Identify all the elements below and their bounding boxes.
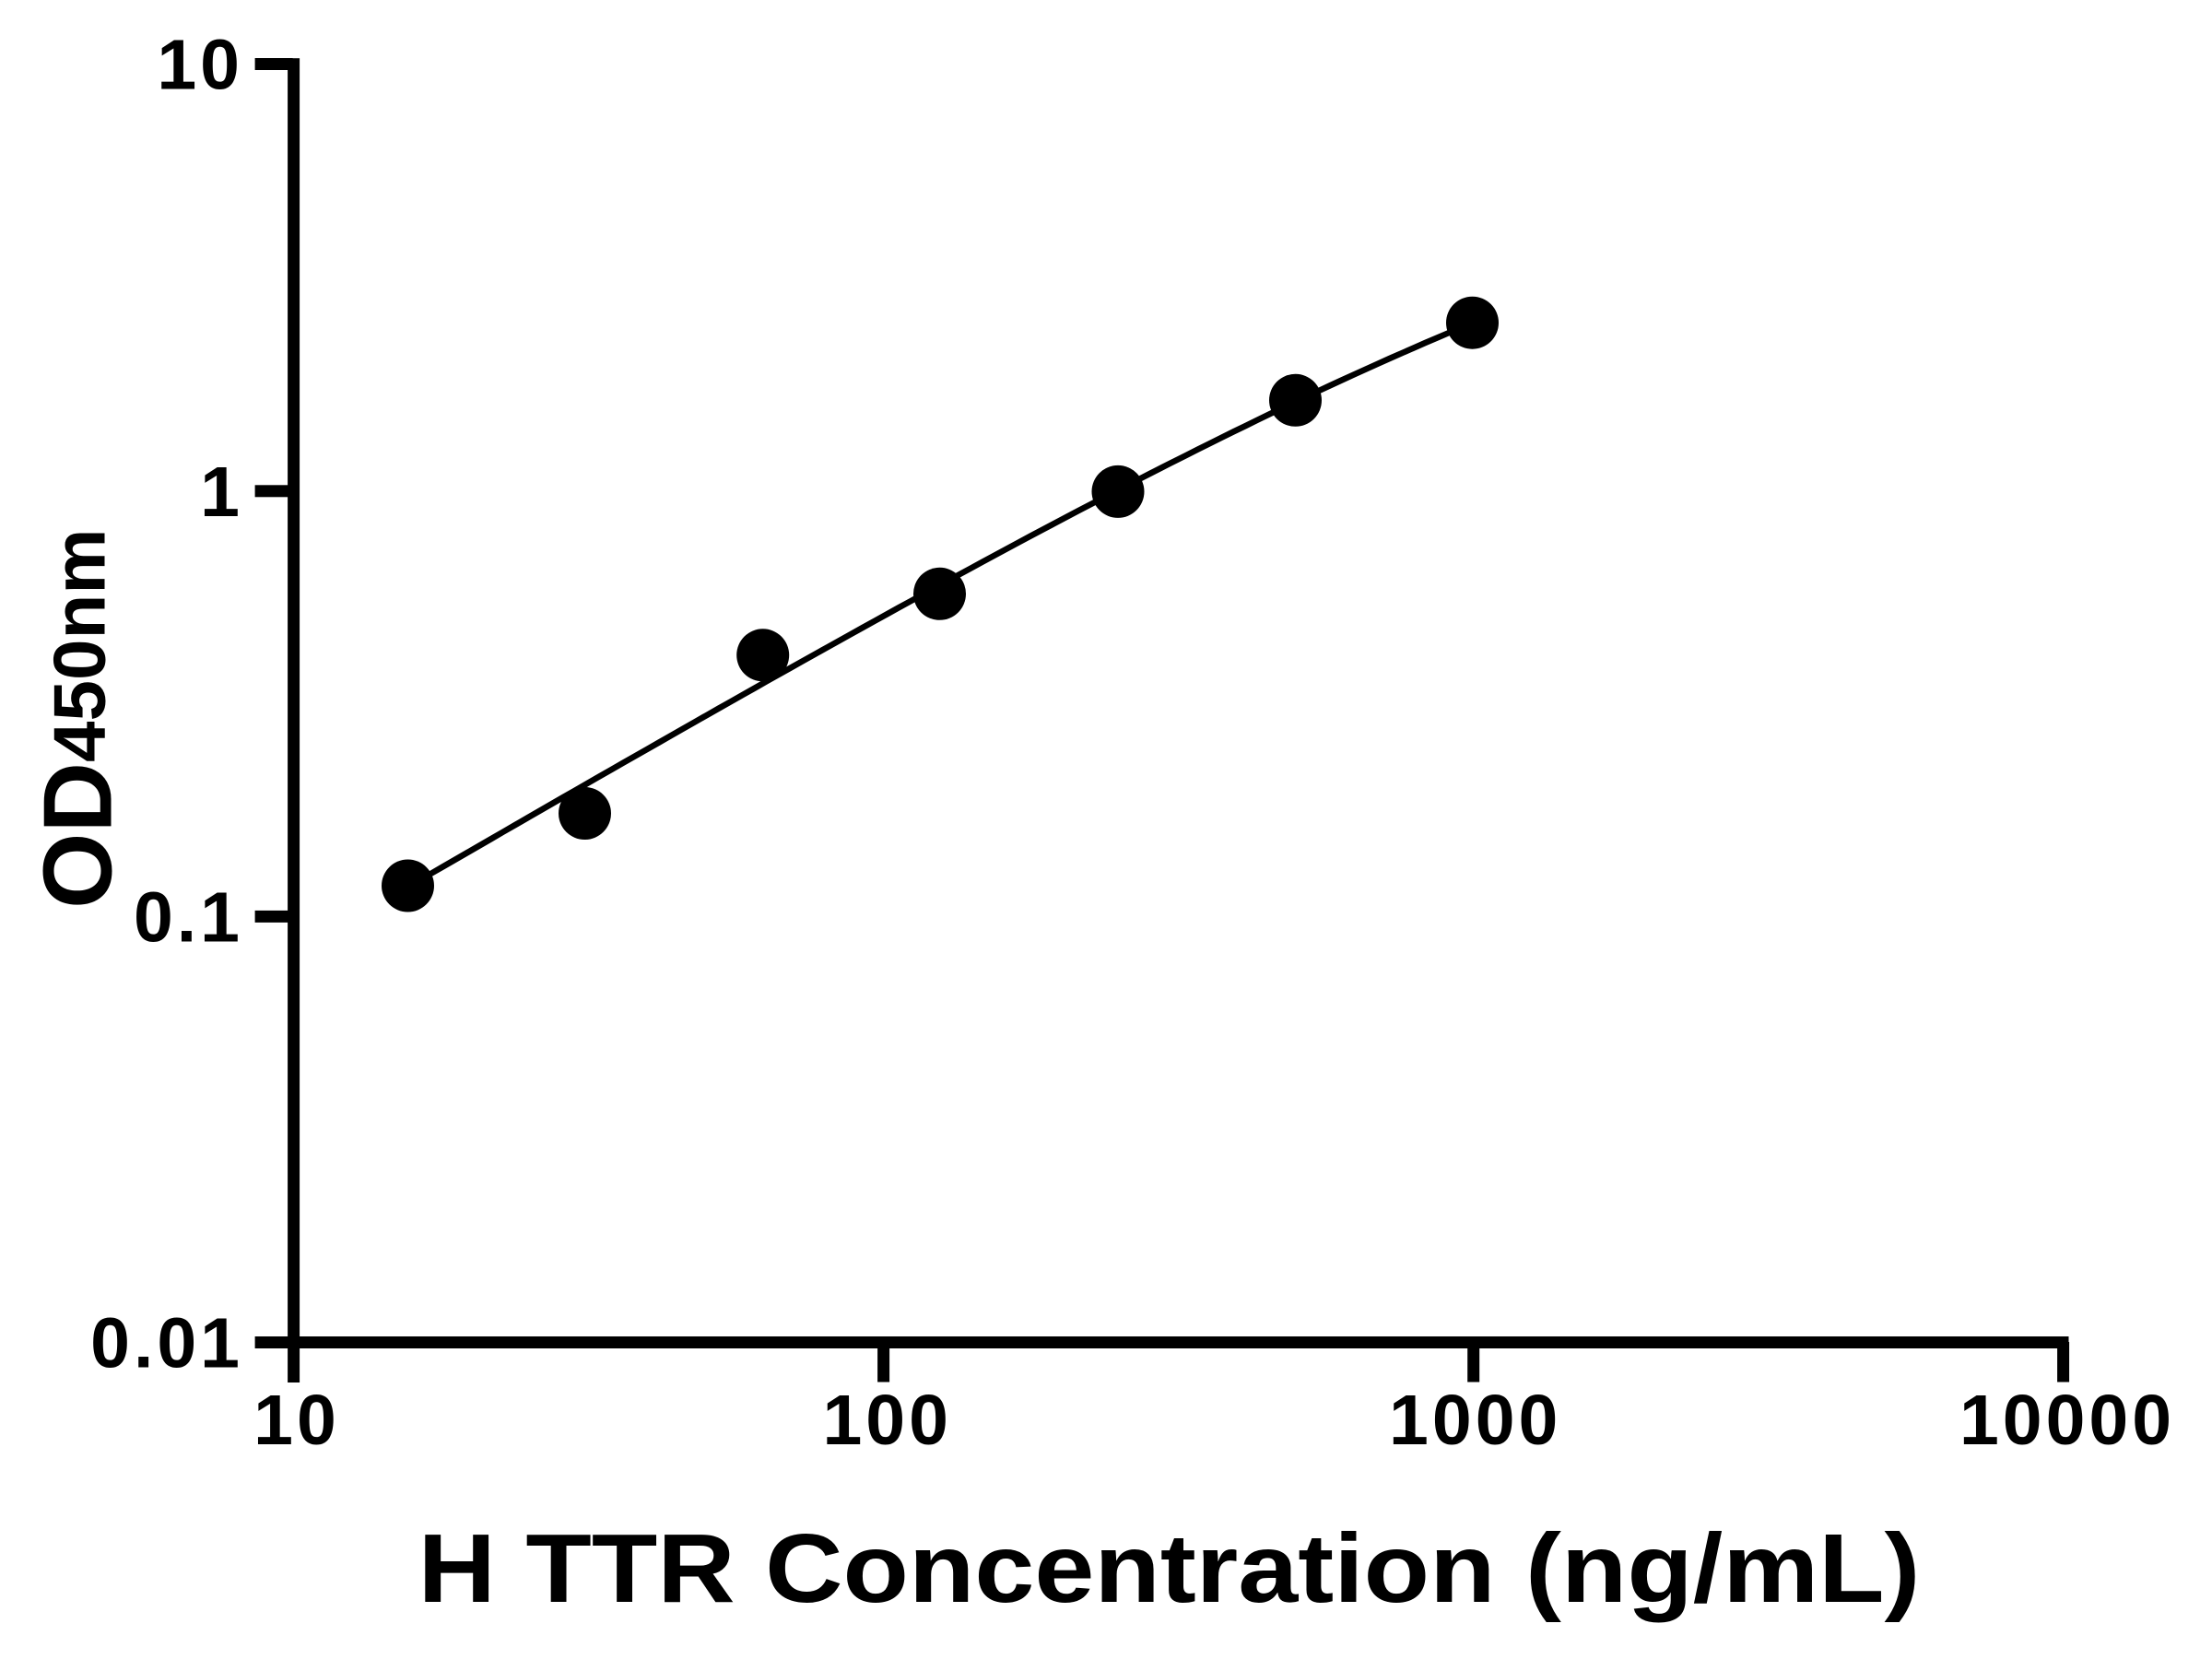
svg-text:100: 100 xyxy=(822,1381,951,1460)
svg-text:0.01: 0.01 xyxy=(90,1304,243,1383)
svg-text:0.1: 0.1 xyxy=(134,877,243,957)
svg-text:1000: 1000 xyxy=(1389,1381,1561,1460)
svg-text:10: 10 xyxy=(157,26,243,105)
svg-text:10000: 10000 xyxy=(1959,1381,2175,1460)
svg-text:1: 1 xyxy=(200,453,243,532)
svg-text:H TTR Concentration (ng/mL): H TTR Concentration (ng/mL) xyxy=(418,1514,1921,1623)
svg-text:OD450nm: OD450nm xyxy=(24,529,133,909)
svg-text:10: 10 xyxy=(253,1381,340,1460)
